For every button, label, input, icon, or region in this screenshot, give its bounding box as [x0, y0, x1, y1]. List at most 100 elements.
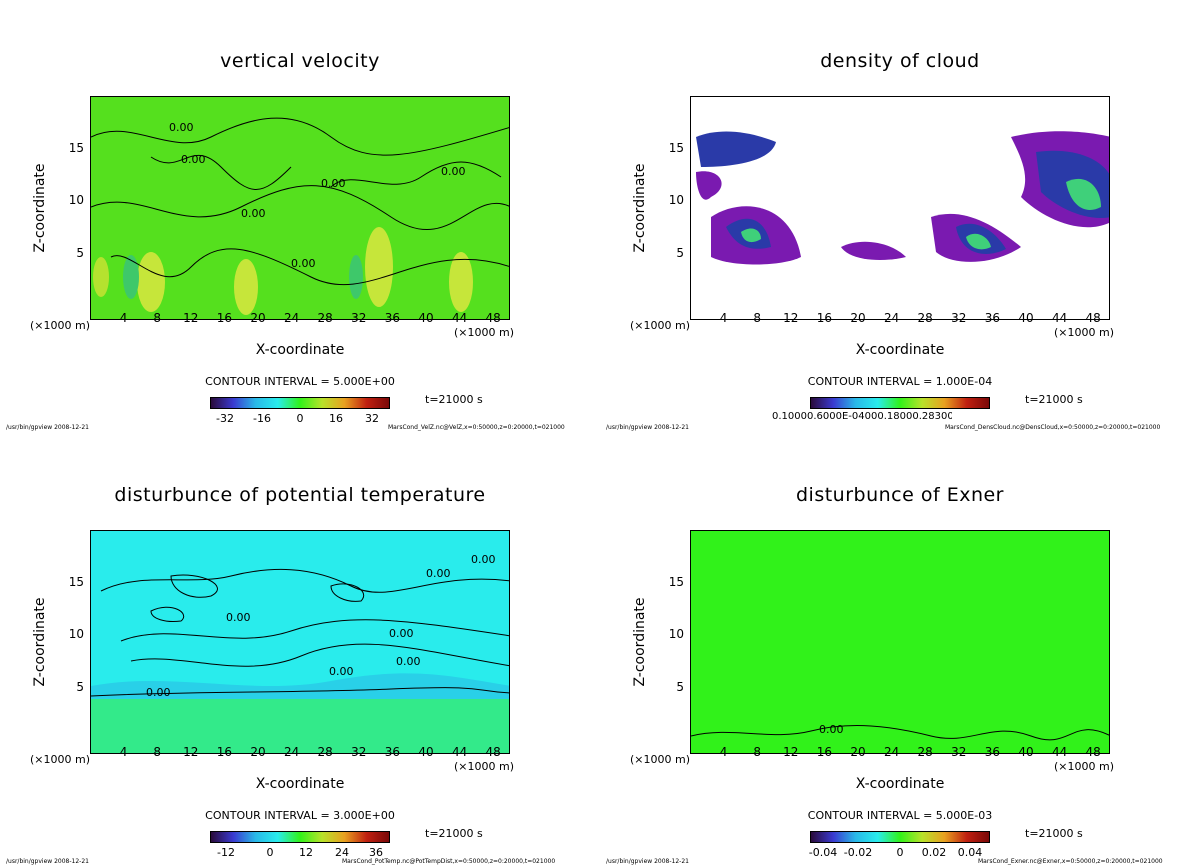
x-tick: 20	[850, 745, 866, 759]
x-tick: 32	[951, 311, 967, 325]
x-tick: 48	[1085, 745, 1101, 759]
colorbar-tick: 24	[335, 846, 349, 859]
x-tick: 36	[384, 745, 401, 759]
x-tick: 16	[216, 311, 233, 325]
footer-right: MarsCond_DensCloud.nc@DensCloud,x=0:5000…	[945, 424, 1161, 431]
chart-title: disturbunce of potential temperature	[114, 484, 486, 506]
x-tick: 4	[719, 311, 728, 325]
footer-right: MarsCond_VelZ.nc@VelZ,x=0:50000,z=0:2000…	[388, 424, 565, 431]
heatmap-svg	[691, 725, 1109, 741]
x-axis-label: X-coordinate	[255, 342, 345, 358]
x-tick: 48	[485, 311, 501, 325]
x-tick: 48	[1085, 311, 1101, 325]
x-tick: 4	[119, 745, 128, 759]
contour-label: 0.00	[181, 153, 206, 166]
contour-label: 0.00	[426, 567, 451, 580]
chart-panel-velocity: vertical velocity 0.00 0.00 0.00 0.00 0.…	[0, 0, 600, 434]
colorbar-tick: -0.02	[843, 846, 873, 859]
cool-blob	[123, 255, 139, 299]
warm-blob	[449, 252, 473, 312]
x-tick: 36	[984, 311, 1001, 325]
plot-area: 0.00 0.00 0.00 0.00 0.00 0.00	[90, 96, 510, 320]
x-tick: 32	[351, 745, 367, 759]
warm-blob	[93, 257, 109, 297]
contour-label: 0.00	[291, 257, 316, 270]
contour-label: 0.00	[441, 165, 466, 178]
x-tick: 48	[485, 745, 501, 759]
y-axis-label: Z-coordinate	[32, 597, 48, 687]
contour-label: 0.00	[471, 553, 496, 566]
time-label: t=21000 s	[1025, 827, 1083, 840]
time-label: t=21000 s	[425, 393, 483, 406]
x-tick: 20	[850, 311, 866, 325]
y-tick: 10	[68, 627, 84, 641]
y-tick: 15	[68, 141, 84, 155]
heatmap-svg	[91, 568, 509, 753]
x-unit-left: (×1000 m)	[30, 753, 91, 766]
x-tick: 32	[351, 311, 367, 325]
chart-panel-potemp: disturbunce of potential temperature 0.0…	[0, 434, 600, 868]
colorbar-tick: -32	[216, 412, 234, 425]
chart-title: disturbunce of Exner	[795, 484, 1004, 506]
x-tick: 40	[1018, 745, 1034, 759]
colorbar-tick: 0	[296, 412, 304, 425]
warm-blob	[234, 259, 258, 315]
x-tick: 44	[451, 745, 468, 759]
y-axis-label: Z-coordinate	[32, 163, 48, 253]
y-tick: 10	[668, 627, 684, 641]
y-axis-label: Z-coordinate	[632, 597, 648, 687]
colorbar	[210, 397, 390, 409]
x-tick: 40	[418, 745, 434, 759]
heatmap-svg	[91, 117, 509, 315]
colorbar-tick: 16	[329, 412, 343, 425]
x-unit-right: (×1000 m)	[1054, 326, 1115, 339]
x-tick: 12	[183, 311, 199, 325]
footer-right: MarsCond_Exner.nc@Exner,x=0:50000,z=0:20…	[978, 858, 1163, 865]
x-tick: 12	[183, 745, 199, 759]
x-tick: 40	[1018, 311, 1034, 325]
x-axis-label: X-coordinate	[255, 776, 345, 792]
y-tick: 5	[676, 246, 684, 260]
colorbar-tick: 32	[365, 412, 379, 425]
x-tick: 28	[317, 745, 333, 759]
x-tick: 44	[1051, 311, 1068, 325]
x-tick: 16	[216, 745, 233, 759]
contour-label: 0.00	[226, 611, 251, 624]
x-unit-left: (×1000 m)	[630, 753, 691, 766]
colorbar-tick: 0	[896, 846, 904, 859]
x-unit-left: (×1000 m)	[30, 319, 91, 332]
contour-label: 0.00	[169, 121, 194, 134]
contour-interval: CONTOUR INTERVAL = 3.000E+00	[205, 809, 395, 822]
x-tick: 4	[719, 745, 728, 759]
footer-left: /usr/bin/gpview 2008-12-21	[606, 858, 689, 865]
x-tick: 28	[317, 311, 333, 325]
colorbar	[210, 831, 390, 843]
x-tick: 8	[153, 745, 161, 759]
time-label: t=21000 s	[1025, 393, 1083, 406]
footer-left: /usr/bin/gpview 2008-12-21	[606, 424, 689, 431]
y-tick: 10	[68, 193, 84, 207]
time-label: t=21000 s	[425, 827, 483, 840]
contour-label: 0.00	[819, 723, 844, 736]
x-tick: 20	[250, 311, 266, 325]
x-unit-right: (×1000 m)	[1054, 760, 1115, 773]
x-axis-label: X-coordinate	[855, 776, 945, 792]
footer-right: MarsCond_PotTemp.nc@PotTempDist,x=0:5000…	[342, 858, 556, 865]
colorbar-tick: -0.04	[808, 846, 838, 859]
x-tick: 12	[783, 311, 799, 325]
x-unit-right: (×1000 m)	[454, 326, 515, 339]
footer-left: /usr/bin/gpview 2008-12-21	[6, 424, 89, 431]
contour-label: 0.00	[396, 655, 421, 668]
colorbar	[810, 397, 990, 409]
x-axis-label: X-coordinate	[855, 342, 945, 358]
x-tick: 28	[917, 745, 933, 759]
plot-area: 0.00	[690, 530, 1110, 754]
plot-area	[690, 96, 1110, 320]
footer-left: /usr/bin/gpview 2008-12-21	[6, 858, 89, 865]
colorbar-tick: 36	[369, 846, 383, 859]
x-tick: 8	[753, 745, 761, 759]
x-tick: 8	[153, 311, 161, 325]
contour-label: 0.00	[389, 627, 414, 640]
x-unit-right: (×1000 m)	[454, 760, 515, 773]
chart-title: vertical velocity	[220, 50, 380, 72]
